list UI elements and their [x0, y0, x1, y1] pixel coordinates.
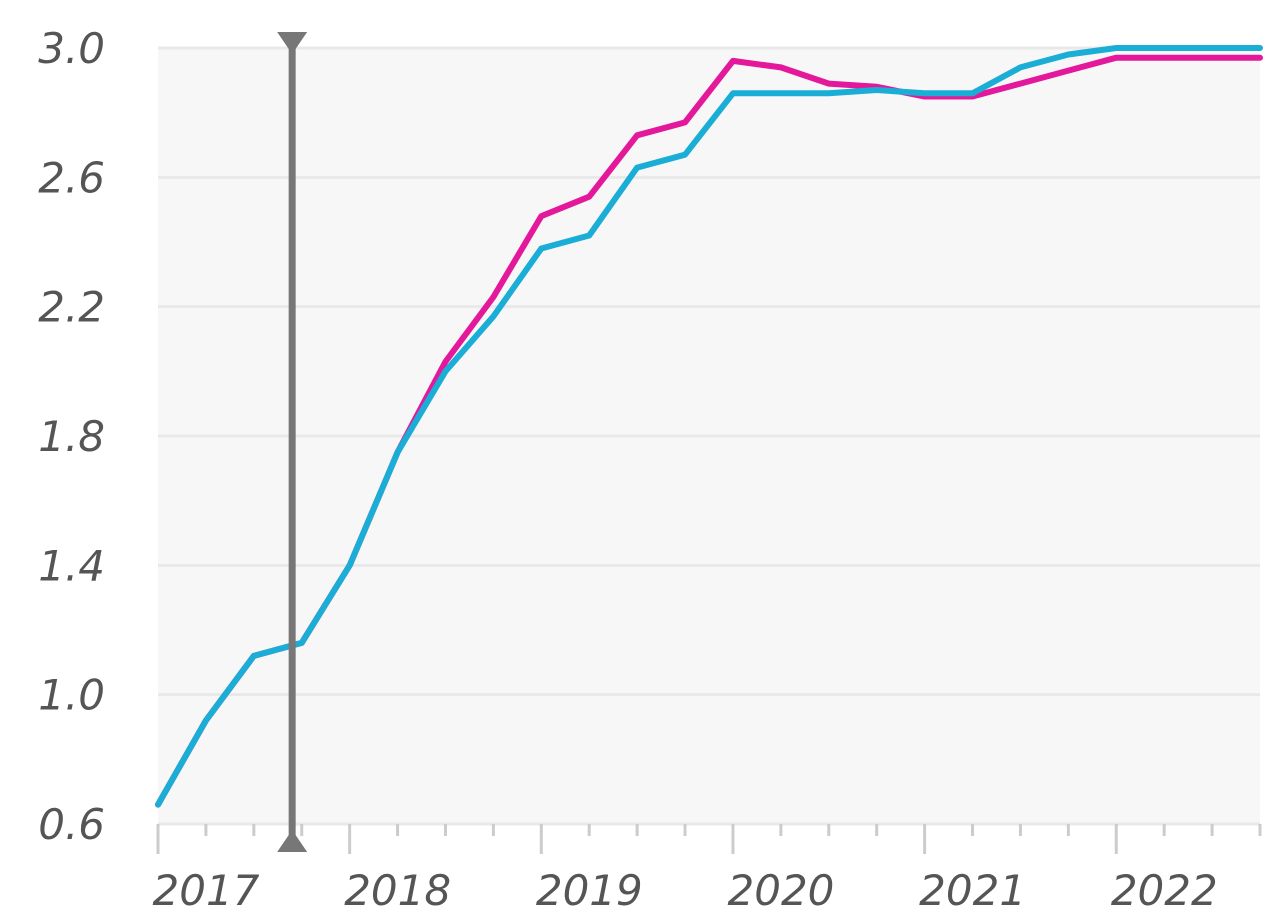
marker-top-handle-icon[interactable]: [277, 32, 308, 54]
x-tick-label: 2022: [1111, 866, 1218, 915]
position-marker[interactable]: [277, 32, 308, 852]
y-tick-label: 2.6: [38, 153, 105, 202]
x-axis-tick-labels: 2017 2018 2019 2020 2021 2022: [153, 866, 1218, 915]
y-tick-label: 1.0: [38, 671, 105, 720]
series-line-2: [155, 45, 1263, 808]
marker-bottom-handle-icon[interactable]: [277, 830, 308, 852]
y-tick-label: 1.4: [38, 541, 105, 590]
y-tick-label: 1.8: [38, 412, 105, 461]
x-tick-label: 2018: [344, 866, 451, 915]
y-tick-label: 3.0: [38, 24, 105, 73]
y-axis-tick-labels: 0.6 1.0 1.4 1.8 2.2 2.6 3.0: [38, 24, 105, 849]
x-tick-label: 2019: [536, 866, 643, 915]
x-tick-label: 2017: [153, 866, 260, 915]
y-tick-label: 0.6: [38, 800, 105, 849]
x-axis-ticks: [156, 824, 1262, 854]
x-tick-label: 2021: [919, 866, 1026, 915]
gridlines: [158, 46, 1260, 826]
y-tick-label: 2.2: [38, 283, 105, 332]
series-lines: [155, 45, 1263, 808]
x-tick-label: 2020: [728, 866, 835, 915]
